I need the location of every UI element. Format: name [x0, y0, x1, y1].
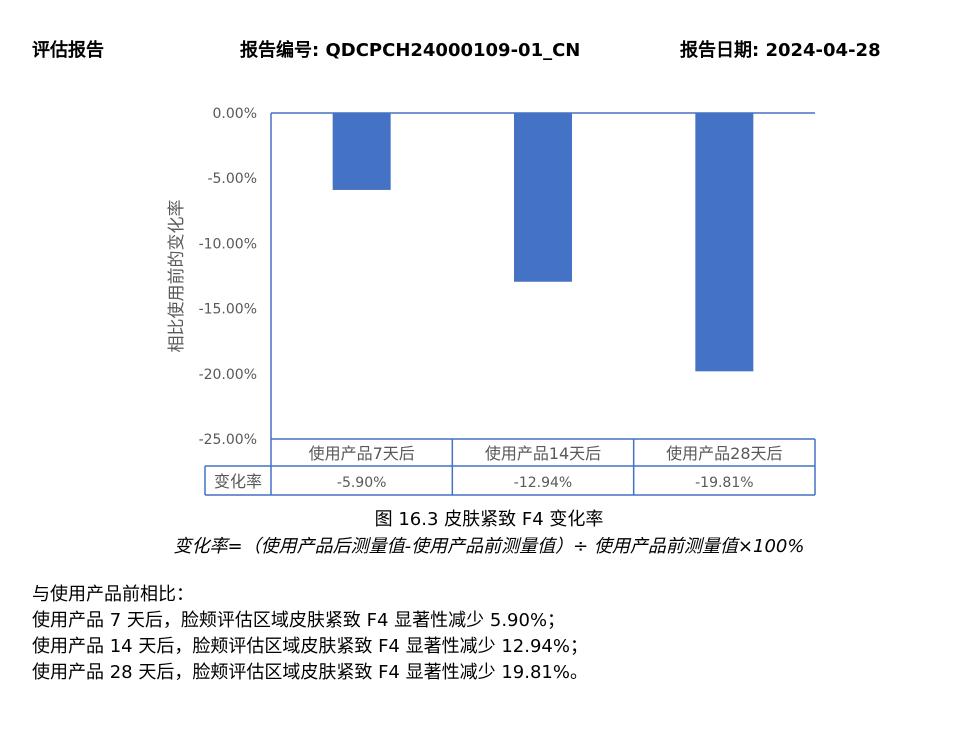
y-tick-label: -10.00% — [199, 236, 257, 252]
y-axis-title: 相比使用前的变化率 — [166, 200, 187, 353]
value-label: -5.90% — [337, 475, 387, 491]
category-label: 使用产品7天后 — [309, 444, 415, 463]
summary-line: 使用产品 14 天后，脸颊评估区域皮肤紧致 F4 显著性减少 12.94%； — [32, 636, 588, 657]
report-title: 评估报告 — [32, 40, 104, 61]
formula-caption: 变化率=（使用产品后测量值-使用产品前测量值）÷ 使用产品前测量值×100% — [173, 536, 805, 557]
summary-text: 与使用产品前相比： 使用产品 7 天后，脸颊评估区域皮肤紧致 F4 显著性减少 … — [32, 582, 588, 686]
y-tick-label: 0.00% — [213, 106, 257, 122]
category-label: 使用产品28天后 — [666, 444, 782, 463]
y-tick-label: -15.00% — [199, 302, 257, 318]
report-number: 报告编号: QDCPCH24000109-01_CN — [240, 40, 581, 61]
bar — [695, 113, 754, 372]
table-row-label: 变化率 — [214, 472, 262, 491]
value-label: -19.81% — [695, 475, 753, 491]
summary-line: 使用产品 28 天后，脸颊评估区域皮肤紧致 F4 显著性减少 19.81%。 — [32, 662, 588, 683]
report-date: 报告日期: 2024-04-28 — [680, 40, 881, 61]
summary-line: 使用产品 7 天后，脸颊评估区域皮肤紧致 F4 显著性减少 5.90%； — [32, 610, 566, 631]
figure-caption: 图 16.3 皮肤紧致 F4 变化率 — [374, 509, 604, 530]
value-label: -12.94% — [514, 475, 572, 491]
y-tick-label: -20.00% — [199, 367, 257, 383]
bar — [514, 113, 572, 282]
bar — [332, 113, 391, 190]
category-label: 使用产品14天后 — [485, 444, 601, 463]
y-tick-label: -5.00% — [207, 171, 257, 187]
summary-line: 与使用产品前相比： — [32, 584, 194, 605]
y-tick-label: -25.00% — [199, 432, 257, 448]
